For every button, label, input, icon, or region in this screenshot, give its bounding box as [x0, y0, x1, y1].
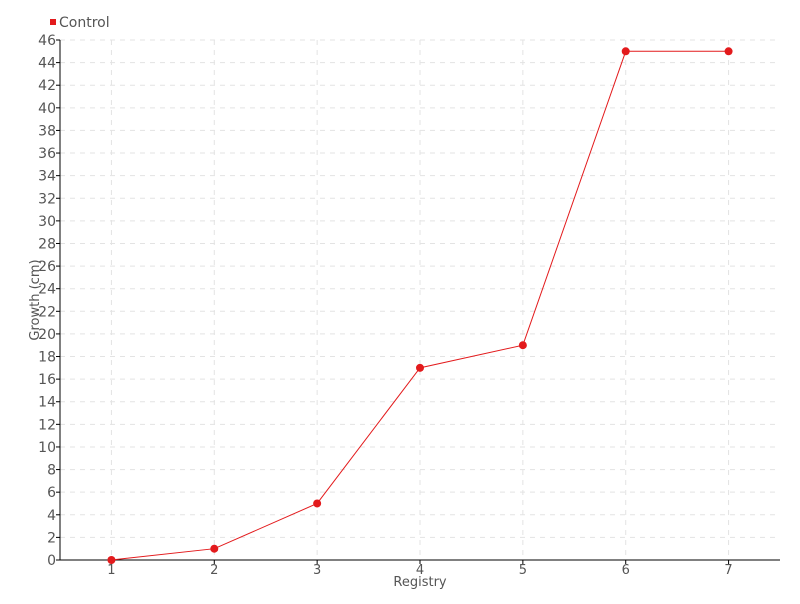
x-tick-label: 6 [622, 563, 630, 578]
data-point [724, 47, 733, 56]
data-point [621, 47, 630, 56]
y-tick-label: 18 [38, 350, 56, 366]
y-tick-label: 6 [47, 485, 56, 501]
y-tick-label: 28 [38, 236, 56, 252]
data-point [518, 341, 527, 350]
y-tick-label: 36 [38, 146, 56, 162]
x-tick-label: 2 [210, 563, 218, 578]
y-tick-label: 20 [38, 327, 56, 343]
y-tick-label: 32 [38, 191, 56, 207]
y-tick-label: 0 [47, 553, 56, 569]
y-tick-label: 4 [47, 508, 56, 524]
y-tick-label: 22 [38, 304, 56, 320]
data-point [210, 544, 219, 553]
y-tick-label: 38 [38, 123, 56, 139]
x-tick-label: 4 [416, 563, 424, 578]
y-tick-label: 24 [38, 282, 56, 298]
data-point [107, 556, 116, 564]
legend: Control [50, 15, 110, 31]
legend-swatch [50, 19, 56, 25]
y-axis-label: Growth (cm) [28, 259, 43, 340]
axes: 0246810121416182022242628303234363840424… [38, 33, 780, 578]
x-tick-label: 7 [724, 563, 732, 578]
y-tick-label: 10 [38, 440, 56, 456]
y-tick-label: 30 [38, 214, 56, 230]
y-tick-label: 42 [38, 78, 56, 94]
y-tick-label: 34 [38, 169, 56, 185]
y-tick-label: 16 [38, 372, 56, 388]
x-axis-label: Registry [393, 575, 447, 590]
x-tick-label: 1 [107, 563, 115, 578]
y-tick-label: 8 [47, 463, 56, 479]
data-point [313, 499, 322, 508]
grid [60, 39, 780, 560]
y-tick-label: 12 [38, 417, 56, 433]
y-tick-label: 40 [38, 101, 56, 117]
legend-label: Control [59, 15, 110, 31]
x-tick-label: 5 [519, 563, 527, 578]
x-tick-label: 3 [313, 563, 321, 578]
y-tick-label: 26 [38, 259, 56, 275]
y-tick-label: 14 [38, 395, 56, 411]
y-tick-label: 46 [38, 33, 56, 49]
data-point [416, 363, 424, 372]
y-tick-label: 44 [38, 56, 56, 72]
y-tick-label: 2 [47, 530, 56, 546]
series [107, 47, 733, 564]
